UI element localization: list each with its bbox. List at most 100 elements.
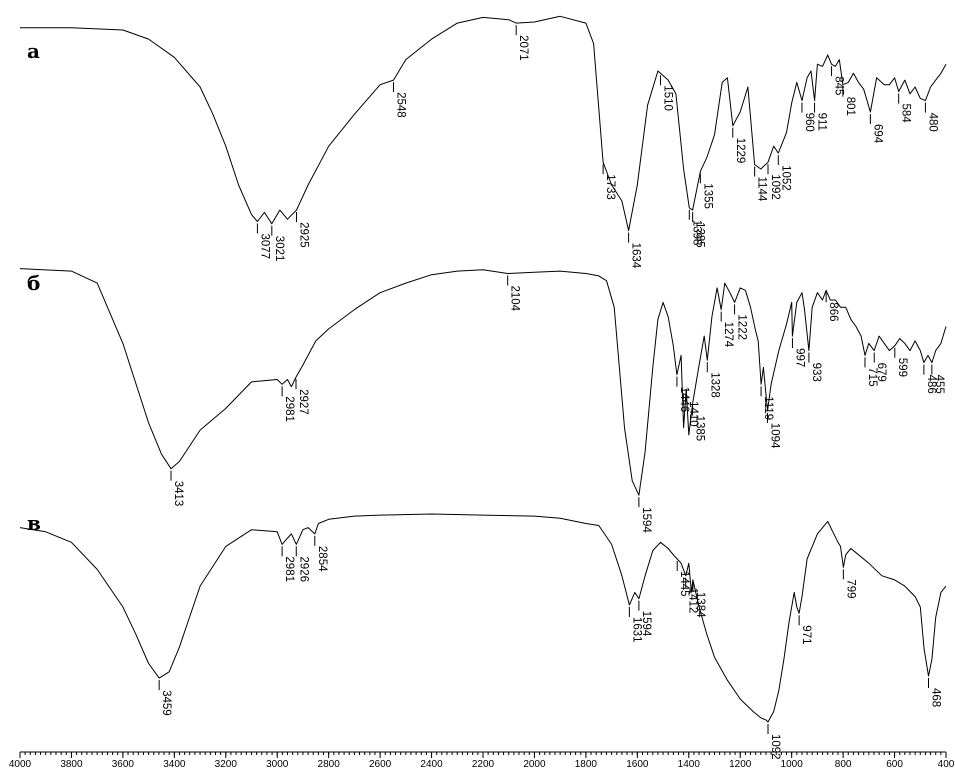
- peak-label-text: 1222: [736, 314, 748, 340]
- x-tick-label: 800: [835, 759, 852, 769]
- peak-label-486: 486: [923, 364, 937, 394]
- peak-label-799: 799: [842, 569, 856, 598]
- peak-label-text: 866: [827, 302, 839, 321]
- peak-label-1385: 1385: [692, 405, 706, 441]
- peak-label-1445: 1445: [676, 560, 690, 597]
- peak-label-1510: 1510: [659, 75, 674, 111]
- x-tick-label: 1400: [678, 759, 701, 769]
- peak-label-text: 1631: [630, 617, 642, 643]
- peak-label-text: 679: [875, 363, 887, 382]
- x-tick-label: 2800: [318, 759, 341, 769]
- x-tick-label: 3000: [266, 759, 289, 769]
- peak-label-text: 911: [816, 113, 828, 131]
- peak-label-text: 1398: [690, 220, 702, 246]
- peak-label-text: 1328: [708, 372, 720, 398]
- panel-letter: а: [27, 39, 40, 63]
- peak-label-text: 3413: [172, 481, 184, 507]
- spectrum-line: [19, 513, 947, 723]
- peak-label-1594: 1594: [638, 600, 652, 637]
- peak-label-2071: 2071: [515, 25, 529, 61]
- x-tick-label: 600: [886, 759, 903, 769]
- peak-label-text: 1052: [779, 165, 791, 191]
- peak-label-1222: 1222: [734, 304, 748, 340]
- peak-label-480: 480: [924, 102, 938, 132]
- peak-label-text: 2927: [297, 389, 309, 415]
- x-tick-label: 2000: [523, 759, 546, 769]
- peak-label-text: 1446: [678, 387, 690, 413]
- peak-label-text: 1594: [640, 611, 652, 637]
- peak-label-933: 933: [808, 352, 822, 382]
- peak-label-1385: 1385: [692, 212, 706, 248]
- peak-label-679: 679: [873, 352, 887, 382]
- peak-label-text: 1355: [701, 183, 713, 209]
- peak-label-text: 971: [800, 625, 812, 644]
- peak-label-text: 480: [926, 113, 938, 132]
- peak-label-text: 2926: [297, 556, 309, 582]
- x-tick-label: 1600: [626, 759, 649, 769]
- peak-label-text: 2925: [298, 222, 310, 248]
- x-tick-label: 3400: [163, 759, 186, 769]
- peak-label-971: 971: [798, 615, 812, 644]
- peak-label-1328: 1328: [706, 362, 720, 398]
- peak-label-1355: 1355: [699, 173, 713, 209]
- peak-label-text: 1410: [687, 401, 699, 427]
- peak-label-3413: 3413: [170, 470, 184, 507]
- peak-label-3021: 3021: [271, 225, 285, 261]
- x-tick-label: 2600: [369, 759, 392, 769]
- x-tick-label: 3800: [60, 759, 83, 769]
- peak-label-text: 599: [896, 358, 908, 377]
- panel-letter: в: [27, 511, 41, 535]
- peak-label-2981: 2981: [281, 386, 295, 422]
- peak-label-1144: 1144: [754, 166, 768, 202]
- peak-label-1052: 1052: [777, 155, 791, 191]
- peak-label-text: 1092: [769, 174, 781, 200]
- peak-label-text: 715: [866, 367, 878, 386]
- peak-label-1229: 1229: [732, 127, 746, 164]
- peak-label-2981: 2981: [281, 546, 295, 582]
- peak-label-1094: 1094: [766, 412, 781, 449]
- peak-label-text: 468: [930, 688, 942, 707]
- peak-label-text: 1094: [769, 423, 781, 449]
- peak-label-text: 2854: [316, 546, 328, 572]
- peak-label-801: 801: [842, 86, 856, 116]
- peak-label-text: 1510: [662, 85, 674, 111]
- peak-label-2548: 2548: [392, 82, 407, 118]
- peak-label-text: 1229: [734, 138, 746, 164]
- peak-label-2927: 2927: [295, 379, 309, 415]
- peak-label-text: 1384: [694, 592, 706, 618]
- peak-label-1634: 1634: [628, 232, 642, 269]
- peak-label-1092: 1092: [767, 164, 781, 200]
- peak-label-text: 1144: [756, 177, 768, 202]
- peak-label-text: 1274: [722, 322, 734, 348]
- peak-label-text: 2071: [517, 35, 529, 61]
- peak-label-1594: 1594: [638, 497, 652, 533]
- peak-label-1631: 1631: [628, 606, 642, 643]
- peak-label-text: 1119: [762, 396, 774, 420]
- peak-label-1412: 1412: [685, 577, 699, 614]
- peak-label-715: 715: [864, 357, 878, 387]
- peak-label-text: 1634: [630, 243, 642, 269]
- spectrum-panel-1: а 3077 3021 2925 2548 2071 1733 1634 1510 1398138…: [20, 15, 947, 269]
- peak-label-997: 997: [791, 338, 805, 367]
- peak-label-text: 933: [810, 363, 822, 382]
- peak-label-866: 866: [825, 292, 839, 321]
- peak-label-1410: 1410: [685, 391, 699, 427]
- peak-label-text: 1385: [694, 222, 706, 248]
- peak-label-text: 3077: [258, 234, 270, 260]
- peak-label-text: 1445: [678, 571, 690, 597]
- peak-label-text: 801: [844, 97, 856, 116]
- x-tick-label: 3600: [112, 759, 135, 769]
- x-tick-label: 1000: [781, 759, 804, 769]
- peak-label-text: 3459: [160, 690, 172, 716]
- peak-label-1446: 1446: [676, 376, 690, 413]
- peak-label-text: 1412: [687, 588, 699, 614]
- peak-label-text: 694: [871, 124, 883, 144]
- spectrum-line: [19, 268, 947, 496]
- peak-label-3459: 3459: [158, 680, 172, 716]
- panel-letter: б: [27, 271, 40, 295]
- peak-label-845: 845: [831, 66, 845, 95]
- x-tick-label: 400: [938, 759, 955, 769]
